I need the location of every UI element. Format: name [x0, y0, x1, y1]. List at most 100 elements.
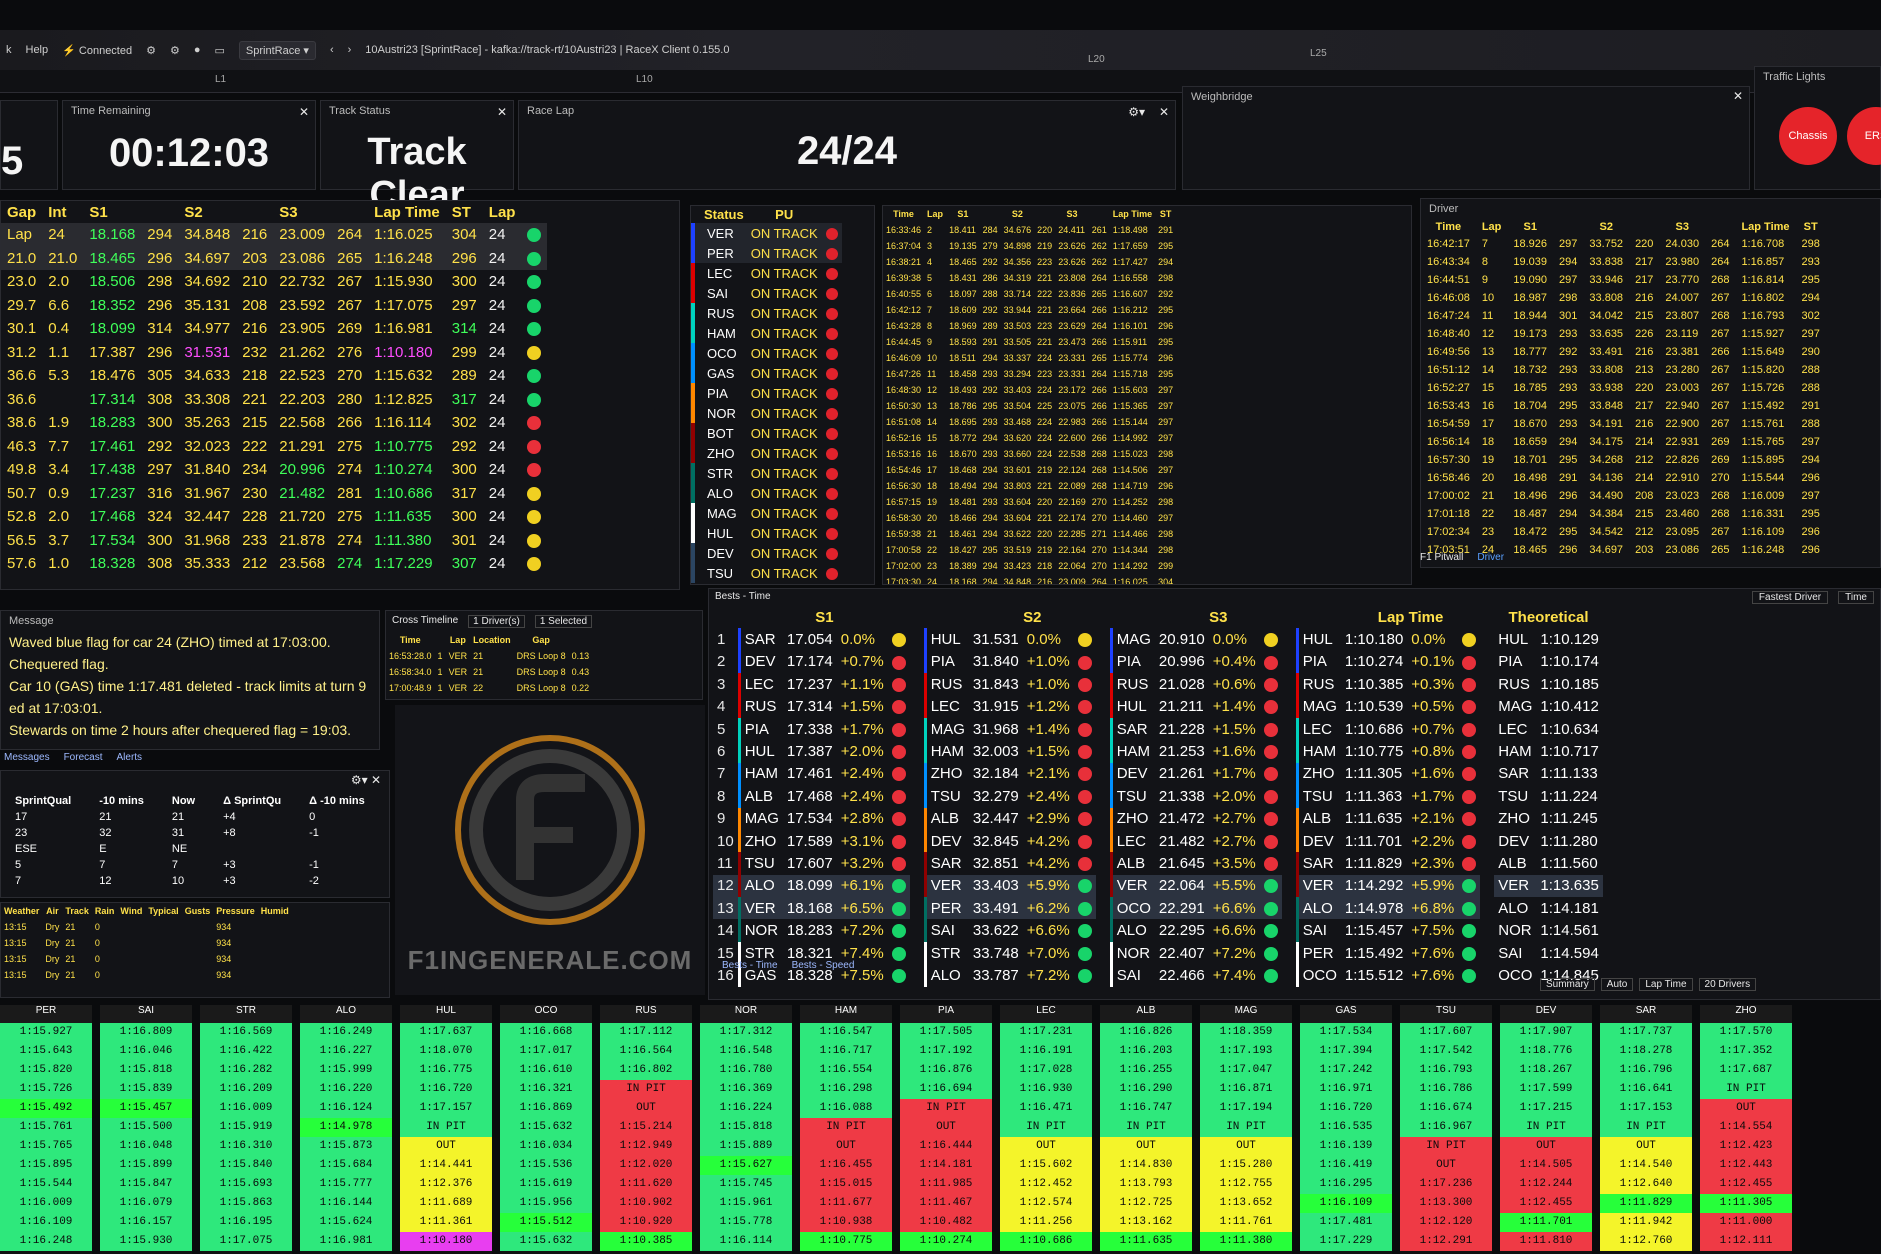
- bests-row[interactable]: ALO 1:14.181: [1494, 897, 1603, 919]
- gear-icon[interactable]: ⚙▾ ✕: [350, 773, 381, 787]
- bests-row[interactable]: VER 1:14.292 +5.9%: [1295, 874, 1481, 898]
- tab-driver[interactable]: Driver: [1477, 552, 1505, 563]
- driver-filter[interactable]: 1 Driver(s): [468, 615, 525, 628]
- lap-time-select[interactable]: Lap Time: [1639, 978, 1693, 991]
- bests-row[interactable]: LEC 21.482 +2.7%: [1109, 829, 1282, 853]
- timing-row[interactable]: 52.8 2.0 17.468 324 32.447 228 21.720 275 1:11.6…: [1, 505, 547, 529]
- status-row[interactable]: VER ON TRACK: [691, 223, 842, 243]
- forward-icon[interactable]: ›: [347, 44, 352, 56]
- bests-row[interactable]: PIA 1:10.274 +0.1%: [1295, 650, 1480, 674]
- driver-lap-column[interactable]: PIA 1:17.505 1:17.192 1:16.876 1:16.694 IN PI…: [900, 1005, 992, 1254]
- bests-row[interactable]: ZHO 21.472 +2.7%: [1109, 807, 1282, 830]
- help-menu[interactable]: Help: [25, 44, 49, 56]
- bests-row[interactable]: SAI 22.466 +7.4%: [1109, 964, 1282, 987]
- bests-row[interactable]: HUL 21.211 +1.4%: [1109, 695, 1282, 718]
- bests-row[interactable]: NOR 22.407 +7.2%: [1109, 941, 1282, 965]
- driver-lap-column[interactable]: GAS 1:17.534 1:17.394 1:17.242 1:16.971 1:16.…: [1300, 1005, 1392, 1254]
- bests-row[interactable]: 12 ALO 18.099 +6.1%: [713, 874, 910, 898]
- bests-row[interactable]: DEV 1:11.280: [1494, 830, 1603, 852]
- tab-bests-time[interactable]: Bests - Time: [722, 960, 778, 971]
- close-icon[interactable]: ✕: [496, 105, 507, 119]
- bests-row[interactable]: TSU 21.338 +2.0%: [1109, 785, 1282, 808]
- lap-row[interactable]: 17:03:30 24 18.168 294 34.848 216 23.009 264 1:1…: [883, 574, 1176, 584]
- driver-lap-row[interactable]: 16:46:08 10 18.987 298 33.808 216 24.007 267 1:1…: [1421, 289, 1826, 307]
- timing-row[interactable]: Lap 24 18.168 294 34.848 216 23.009 264 1:16.025…: [1, 223, 548, 247]
- timing-row[interactable]: 23.0 2.0 18.506 298 34.692 210 22.732 267 1:15.9…: [1, 270, 547, 294]
- cross-timeline-row[interactable]: 17:00:48.9 1 VER 22 DRS Loop 8 0.22: [386, 680, 592, 696]
- bests-row[interactable]: SAI 33.622 +6.6%: [923, 919, 1096, 942]
- driver-lap-row[interactable]: 16:52:27 15 18.785 293 33.938 220 23.003 267 1:1…: [1421, 379, 1826, 397]
- status-row[interactable]: STR ON TRACK: [691, 463, 842, 483]
- driver-lap-row[interactable]: 16:42:17 7 18.926 297 33.752 220 24.030 264 1:16…: [1421, 235, 1826, 253]
- summary-select[interactable]: Summary: [1540, 978, 1595, 991]
- driver-lap-column[interactable]: STR 1:16.569 1:16.422 1:16.282 1:16.209 1:16.…: [200, 1005, 292, 1254]
- sprint-qual-row[interactable]: ESE E NE: [1, 841, 379, 857]
- time-select[interactable]: Time: [1838, 591, 1874, 604]
- driver-lap-row[interactable]: 17:02:34 23 18.472 295 34.542 212 23.095 267 1:1…: [1421, 523, 1826, 541]
- lap-row[interactable]: 16:58:30 20 18.466 294 33.604 221 22.174 270 1:1…: [883, 510, 1176, 526]
- lap-row[interactable]: 16:50:30 13 18.786 295 33.504 225 23.075 266 1:1…: [883, 398, 1176, 414]
- bests-row[interactable]: LEC 1:10.634: [1494, 718, 1603, 740]
- lap-row[interactable]: 16:46:09 10 18.511 294 33.337 224 23.331 265 1:1…: [883, 350, 1176, 366]
- lap-row[interactable]: 16:43:28 8 18.969 289 33.503 223 23.629 264 1:16…: [883, 318, 1176, 334]
- lap-row[interactable]: 16:59:38 21 18.461 294 33.622 220 22.285 271 1:1…: [883, 526, 1176, 542]
- weather-row[interactable]: 13:15 Dry 21 0 934: [1, 951, 292, 967]
- status-row[interactable]: PER ON TRACK: [691, 243, 842, 263]
- record-icon[interactable]: ●: [193, 44, 201, 56]
- bests-row[interactable]: DEV 32.845 +4.2%: [923, 829, 1096, 853]
- status-row[interactable]: SAI ON TRACK: [691, 283, 842, 303]
- driver-lap-row[interactable]: 16:58:46 20 18.498 291 34.136 214 22.910 270 1:1…: [1421, 469, 1826, 487]
- lap-row[interactable]: 17:02:00 23 18.389 294 33.423 218 22.064 270 1:1…: [883, 558, 1176, 574]
- timing-row[interactable]: 50.7 0.9 17.237 316 31.967 230 21.482 281 1:10.6…: [1, 482, 547, 506]
- driver-lap-row[interactable]: 16:53:43 16 18.704 295 33.848 217 22.940 267 1:1…: [1421, 397, 1826, 415]
- tab-f1-pitwall[interactable]: F1 Pitwall: [1420, 552, 1464, 563]
- bests-row[interactable]: PIA 1:10.174: [1494, 651, 1603, 673]
- driver-lap-column[interactable]: ZHO 1:17.570 1:17.352 1:17.687 IN PIT OUT 1:14…: [1700, 1005, 1792, 1254]
- bests-row[interactable]: ALO 22.295 +6.6%: [1109, 919, 1282, 942]
- bests-row[interactable]: 2 DEV 17.174 +0.7%: [713, 650, 910, 674]
- driver-lap-row[interactable]: 16:44:51 9 19.090 297 33.946 217 23.770 268 1:16…: [1421, 271, 1826, 289]
- lap-row[interactable]: 16:38:21 4 18.465 292 34.356 223 23.626 262 1:17…: [883, 254, 1176, 270]
- close-icon[interactable]: ✕: [1158, 105, 1169, 119]
- bests-row[interactable]: SAR 32.851 +4.2%: [923, 852, 1096, 875]
- driver-lap-row[interactable]: 16:47:24 11 18.944 301 34.042 215 23.807 268 1:1…: [1421, 307, 1826, 325]
- bests-row[interactable]: TSU 1:11.363 +1.7%: [1295, 785, 1480, 808]
- bests-row[interactable]: ALO 1:14.978 +6.8%: [1295, 897, 1481, 920]
- bests-row[interactable]: HUL 31.531 0.0%: [923, 628, 1096, 651]
- status-row[interactable]: HAM ON TRACK: [691, 323, 842, 343]
- sprint-qual-row[interactable]: 17 21 21 +4 0: [1, 809, 379, 825]
- session-select[interactable]: SprintRace ▾: [238, 40, 316, 60]
- bests-row[interactable]: SAI 1:14.594: [1494, 942, 1603, 964]
- driver-lap-row[interactable]: 17:00:02 21 18.496 296 34.490 208 23.023 268 1:1…: [1421, 487, 1826, 505]
- lap-row[interactable]: 16:52:16 15 18.772 294 33.620 224 22.600 266 1:1…: [883, 430, 1176, 446]
- selected-filter[interactable]: 1 Selected: [534, 615, 593, 628]
- lap-row[interactable]: 16:48:30 12 18.493 292 33.403 224 23.172 266 1:1…: [883, 382, 1176, 398]
- driver-lap-column[interactable]: NOR 1:17.312 1:16.548 1:16.780 1:16.369 1:16.…: [700, 1005, 792, 1254]
- status-row[interactable]: ZHO ON TRACK: [691, 443, 842, 463]
- sprint-qual-row[interactable]: 23 32 31 +8 -1: [1, 825, 379, 841]
- lap-row[interactable]: 16:37:04 3 19.135 279 34.898 219 23.626 262 1:17…: [883, 238, 1176, 254]
- timing-row[interactable]: 29.7 6.6 18.352 296 35.131 208 23.592 267 1:17.0…: [1, 294, 547, 318]
- bests-row[interactable]: PER 33.491 +6.2%: [923, 897, 1096, 920]
- bests-row[interactable]: VER 33.403 +5.9%: [923, 874, 1096, 898]
- bests-row[interactable]: PIA 20.996 +0.4%: [1109, 650, 1282, 674]
- timing-row[interactable]: 38.6 1.9 18.283 300 35.263 215 22.568 266 1:16.1…: [1, 411, 547, 435]
- lap-row[interactable]: 16:39:38 5 18.431 286 34.319 221 23.808 264 1:16…: [883, 270, 1176, 286]
- bests-row[interactable]: HUL 1:10.129: [1494, 628, 1603, 650]
- menu-item[interactable]: k: [6, 44, 12, 56]
- bests-row[interactable]: TSU 32.279 +2.4%: [923, 785, 1096, 808]
- timing-row[interactable]: 57.6 1.0 18.328 308 35.333 212 23.568 274 1:17.2…: [1, 552, 547, 576]
- bests-row[interactable]: DEV 21.261 +1.7%: [1109, 762, 1282, 786]
- bests-row[interactable]: 14 NOR 18.283 +7.2%: [713, 919, 910, 942]
- close-icon[interactable]: ✕: [1732, 89, 1743, 103]
- lap-row[interactable]: 16:42:12 7 18.609 292 33.944 221 23.664 266 1:16…: [883, 302, 1176, 318]
- bests-row[interactable]: HAM 21.253 +1.6%: [1109, 740, 1282, 763]
- status-row[interactable]: GAS ON TRACK: [691, 363, 842, 383]
- bests-row[interactable]: 1 SAR 17.054 0.0%: [713, 628, 910, 651]
- sprint-qual-row[interactable]: 7 12 10 +3 -2: [1, 873, 379, 889]
- bests-row[interactable]: HAM 32.003 +1.5%: [923, 740, 1096, 763]
- bests-row[interactable]: STR 33.748 +7.0%: [923, 941, 1096, 965]
- bests-row[interactable]: RUS 21.028 +0.6%: [1109, 673, 1282, 696]
- lap-row[interactable]: 16:56:30 18 18.494 294 33.803 221 22.089 268 1:1…: [883, 478, 1176, 494]
- driver-lap-row[interactable]: 16:48:40 12 19.173 293 33.635 226 23.119 267 1:1…: [1421, 325, 1826, 343]
